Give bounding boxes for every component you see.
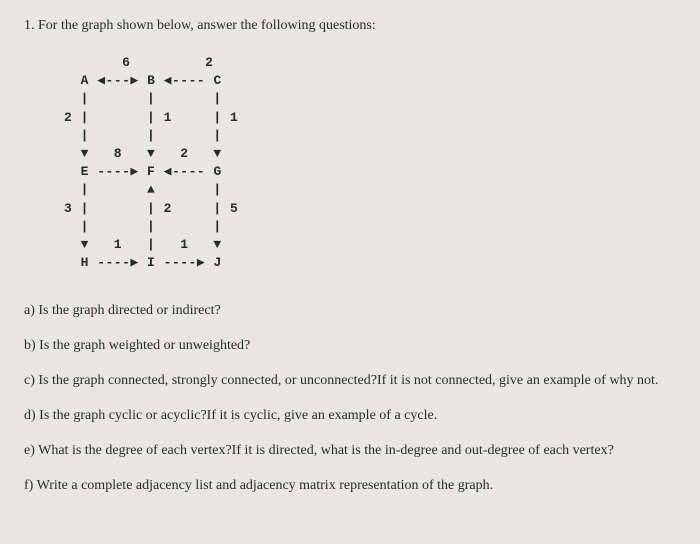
question-text: For the graph shown below, answer the fo… <box>38 18 376 33</box>
question-a: a) Is the graph directed or indirect? <box>24 300 676 321</box>
question-f: f) Write a complete adjacency list and a… <box>24 475 676 496</box>
question-d: d) Is the graph cyclic or acyclic?If it … <box>24 405 676 426</box>
graph-diagram: 6 2 A ◀---▶ B ◀---- C | | | 2 | | 1 | 1 … <box>64 54 676 272</box>
question-c: c) Is the graph connected, strongly conn… <box>24 370 676 391</box>
question-e: e) What is the degree of each vertex?If … <box>24 440 676 461</box>
question-number: 1. <box>24 18 35 33</box>
question-b: b) Is the graph weighted or unweighted? <box>24 335 676 356</box>
question-header: 1. For the graph shown below, answer the… <box>24 18 676 34</box>
